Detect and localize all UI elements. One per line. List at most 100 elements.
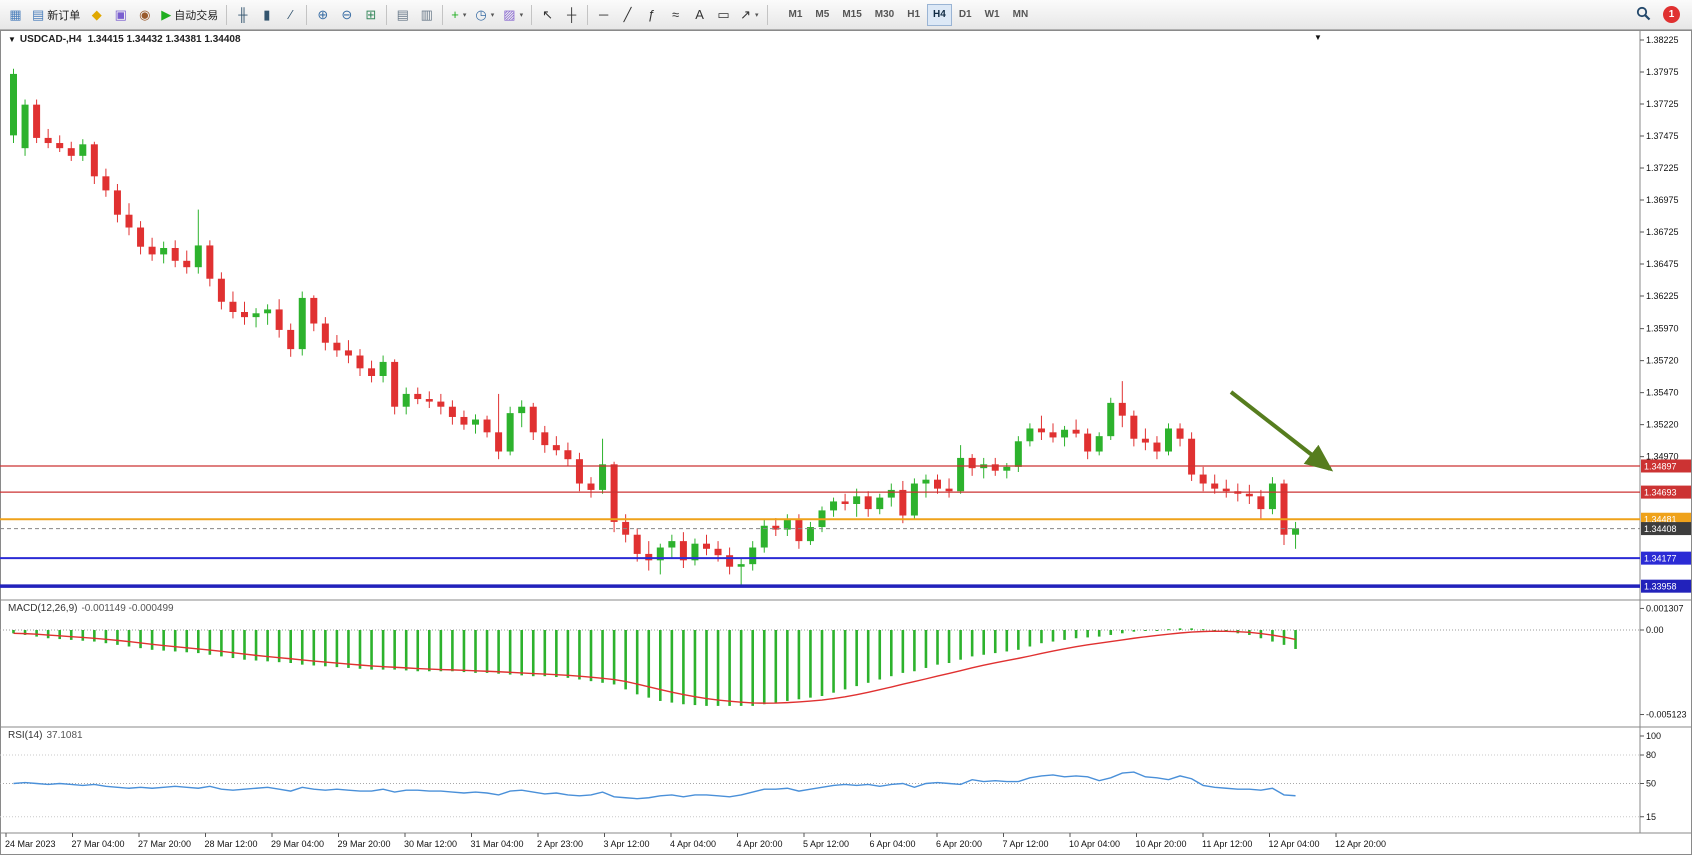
svg-text:4 Apr 04:00: 4 Apr 04:00	[670, 839, 716, 849]
chevron-down-icon: ▾	[490, 11, 495, 19]
new-order-button[interactable]: ▤ 新订单	[28, 3, 84, 27]
svg-text:1.34408: 1.34408	[1644, 524, 1677, 534]
zoom-in-button[interactable]: ⊕	[311, 3, 334, 27]
svg-text:1.35720: 1.35720	[1646, 356, 1679, 366]
add-indicator-icon: +	[451, 7, 459, 22]
candle	[1084, 428, 1092, 460]
chart-shift-marker-icon[interactable]: ▼	[1314, 33, 1322, 42]
timeframe-m30-button[interactable]: M30	[874, 9, 895, 20]
chart-menu-icon[interactable]: ▼	[8, 35, 16, 44]
notification-badge[interactable]: 1	[1663, 6, 1680, 23]
timeframe-m1-button[interactable]: M1	[788, 9, 803, 20]
candle-chart-type-button[interactable]: ▮	[255, 3, 278, 27]
svg-text:100: 100	[1646, 731, 1661, 741]
candle	[67, 141, 75, 161]
candle	[264, 304, 272, 325]
text-label-tool-button[interactable]: ▭	[712, 3, 735, 27]
bar-chart-type-button[interactable]: ╫	[231, 3, 254, 27]
clock-icon: ◷	[475, 7, 487, 22]
templates-button[interactable]: ▨ ▾	[499, 3, 527, 27]
text-label-icon: ▭	[717, 7, 730, 22]
candle	[1118, 381, 1126, 428]
candle	[206, 240, 214, 287]
timeframe-m5-button[interactable]: M5	[815, 9, 830, 20]
line-chart-type-button[interactable]: ∕	[279, 3, 302, 27]
cascade-windows-button[interactable]: ▤	[391, 3, 414, 27]
arrow-annotation[interactable]	[1229, 390, 1334, 472]
macd-indicator: 0.001307 0.00 -0.005123	[0, 603, 1687, 720]
fibonacci-tool-button[interactable]: ƒ	[640, 3, 663, 27]
text-icon: A	[695, 7, 704, 22]
autotrading-button[interactable]: ▶ 自动交易	[157, 3, 222, 27]
candle	[1257, 489, 1265, 520]
chevron-down-icon: ▾	[519, 11, 524, 19]
indicators-button[interactable]: + ▾	[447, 3, 470, 27]
time-axis[interactable]: 24 Mar 2023 27 Mar 04:00 27 Mar 20:00 28 Ma…	[5, 833, 1386, 849]
fibonacci-icon: ƒ	[647, 7, 656, 22]
arrows-tool-button[interactable]: ↗ ▾	[736, 3, 762, 27]
timeframe-mn-button[interactable]: MN	[1012, 9, 1029, 20]
zoom-in-icon: ⊕	[317, 7, 329, 22]
toolbar-separator	[442, 4, 444, 25]
candle	[703, 534, 710, 556]
periods-button[interactable]: ◷ ▾	[471, 3, 498, 27]
svg-text:-0.005123: -0.005123	[1646, 710, 1687, 720]
svg-text:28 Mar 12:00: 28 Mar 12:00	[205, 839, 258, 849]
candle	[506, 406, 514, 456]
candle	[79, 139, 87, 161]
candle	[275, 299, 283, 338]
candle	[252, 308, 260, 328]
candle	[495, 393, 503, 460]
metaeditor-button[interactable]: ◆	[85, 3, 108, 27]
rsi-indicator-label: RSI(14) 37.1081	[8, 730, 83, 741]
arrow-symbol-icon: ↗	[740, 7, 751, 22]
new-chart-button[interactable]: ▦	[4, 3, 27, 27]
cursor-button[interactable]: ↖	[536, 3, 559, 27]
toolbar-buttons: ▦ ▤ 新订单 ◆ ▣ ◉ ▶ 自动交易 ╫ ▮ ∕ ⊕ ⊖ ⊞ ▤ ▥ + ▾ ◷ ▾ ▨ ▾ ↖ ┼ ─ ╱ ƒ ≈ A ▭ ↗ ▾	[4, 3, 771, 27]
rsi-line	[13, 771, 1296, 800]
svg-text:1.36225: 1.36225	[1646, 291, 1679, 301]
sounds-button[interactable]: ◉	[133, 3, 156, 27]
market-icon: ▣	[114, 7, 127, 22]
timeframe-d1-button[interactable]: D1	[958, 9, 972, 20]
candle	[1199, 466, 1207, 492]
trendline-tool-button[interactable]: ╱	[616, 3, 639, 27]
svg-text:30 Mar 12:00: 30 Mar 12:00	[404, 839, 457, 849]
candle	[33, 99, 41, 144]
sounds-icon: ◉	[139, 7, 151, 22]
arrange-windows-button[interactable]: ▥	[415, 3, 438, 27]
timeframe-h4-button[interactable]: H4	[927, 3, 952, 26]
candle	[760, 519, 768, 553]
candle	[587, 477, 595, 498]
candle	[1211, 474, 1219, 494]
candle	[1061, 425, 1069, 447]
candle	[125, 203, 133, 236]
candle	[610, 461, 618, 533]
candle	[171, 240, 179, 268]
candle	[1245, 484, 1253, 504]
candle	[437, 393, 445, 415]
horizontal-line-tool-button[interactable]: ─	[592, 3, 615, 27]
cascade-windows-icon: ▤	[396, 7, 409, 22]
tile-windows-button[interactable]: ⊞	[359, 3, 382, 27]
svg-text:1.34970: 1.34970	[1646, 452, 1679, 462]
svg-text:1.37975: 1.37975	[1646, 67, 1679, 77]
candle	[229, 291, 237, 319]
market-button[interactable]: ▣	[109, 3, 132, 27]
timeframe-m15-button[interactable]: M15	[842, 9, 862, 20]
crosshair-button[interactable]: ┼	[560, 3, 583, 27]
candle	[1222, 479, 1230, 498]
timeframe-w1-button[interactable]: W1	[984, 9, 1000, 20]
svg-text:2 Apr 23:00: 2 Apr 23:00	[537, 839, 583, 849]
timeframe-h1-button[interactable]: H1	[907, 9, 921, 20]
svg-text:31 Mar 04:00: 31 Mar 04:00	[471, 839, 524, 849]
candle	[102, 168, 110, 197]
shapes-tool-button[interactable]: ≈	[664, 3, 687, 27]
text-tool-button[interactable]: A	[688, 3, 711, 27]
chart-canvas[interactable]: ▼ 1.34897 1.34693 1.34481 1.34177 1.33958 1.34…	[0, 30, 1692, 855]
search-button[interactable]	[1632, 3, 1655, 27]
rsi-indicator: 100 80 50 15	[0, 731, 1661, 822]
horizontal-line-icon: ─	[598, 7, 609, 22]
zoom-out-button[interactable]: ⊖	[335, 3, 358, 27]
candle	[749, 541, 757, 571]
